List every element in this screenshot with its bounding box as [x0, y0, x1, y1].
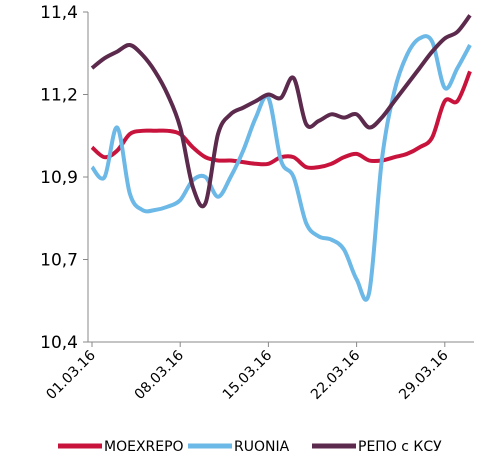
series-line	[90, 14, 472, 209]
x-tick-label: 01.03.16	[43, 347, 98, 402]
y-tick-label: 11,4	[40, 3, 78, 23]
x-tick-label: 22.03.16	[308, 347, 363, 402]
x-tick-label: 29.03.16	[396, 347, 451, 402]
x-tick-label: 08.03.16	[132, 347, 187, 402]
x-tick-label: 15.03.16	[220, 347, 275, 402]
series-line	[90, 34, 472, 302]
legend-label: РЕПО с КСУ	[358, 439, 442, 453]
legend-label: RUONIA	[234, 439, 290, 453]
legend-label: MOEXREPO	[104, 439, 184, 453]
y-tick-label: 11,2	[40, 86, 78, 106]
y-tick-label: 10,7	[40, 251, 78, 271]
y-tick-label: 10,9	[40, 168, 78, 188]
y-tick-label: 10,4	[40, 333, 78, 353]
